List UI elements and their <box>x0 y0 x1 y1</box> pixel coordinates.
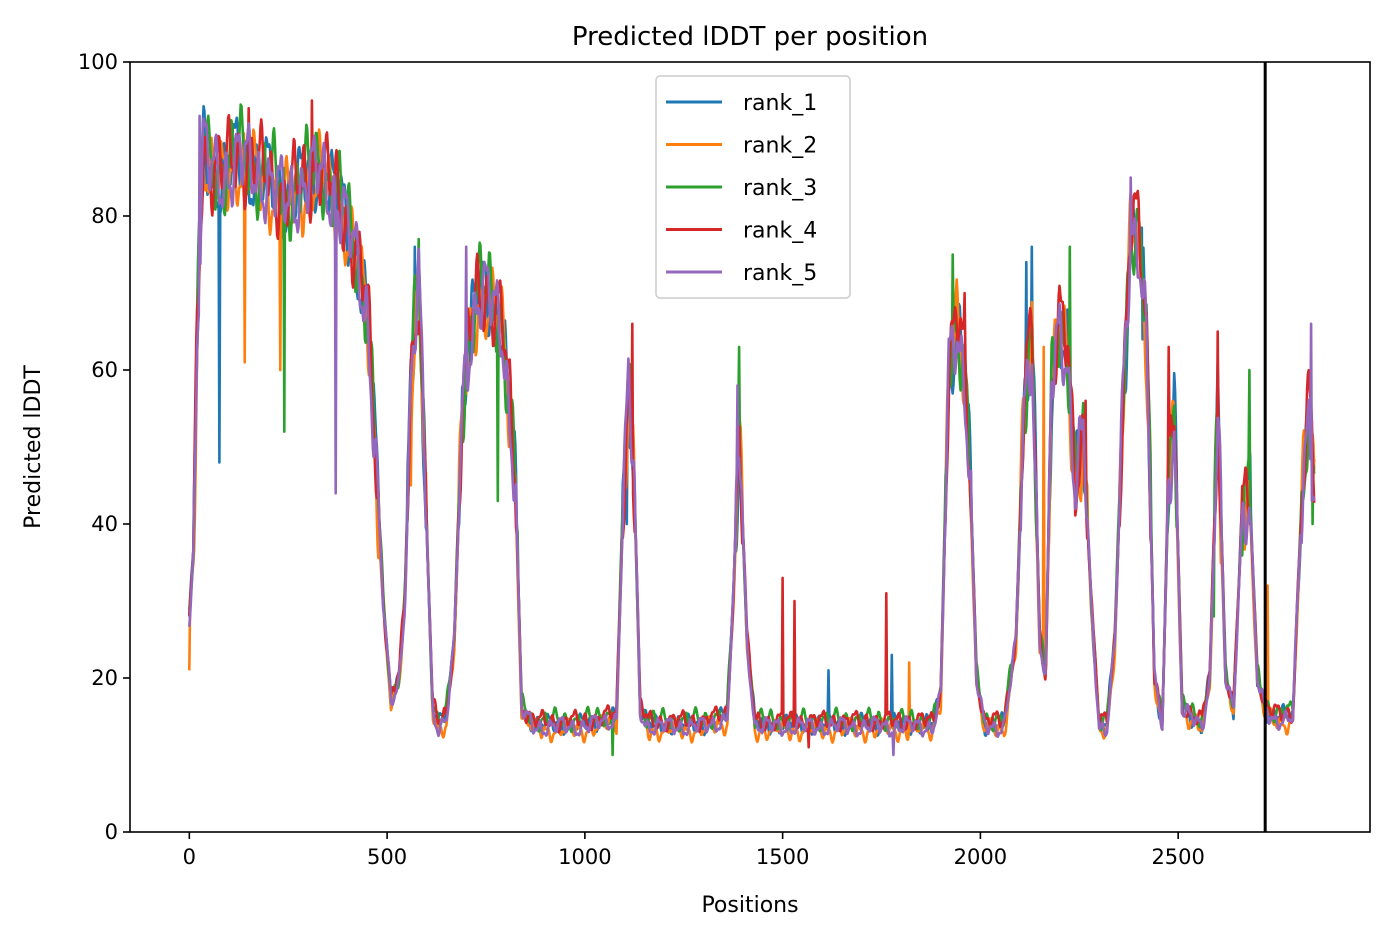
x-tick-label: 500 <box>367 845 407 869</box>
x-tick-label: 1500 <box>756 845 809 869</box>
x-tick-label: 1000 <box>558 845 611 869</box>
y-axis-ticks: 0 20 40 60 80 100 <box>78 50 130 844</box>
legend-label-rank-4: rank_4 <box>743 219 817 244</box>
series-layer <box>188 99 1316 757</box>
y-tick-label: 80 <box>91 204 118 228</box>
chart-title: Predicted lDDT per position <box>572 22 928 52</box>
y-tick-label: 40 <box>91 512 118 536</box>
x-axis-ticks: 0 500 1000 1500 2000 2500 <box>183 832 1205 869</box>
legend: rank_1 rank_2 rank_3 rank_4 rank_5 <box>655 75 851 299</box>
x-axis-label: Positions <box>701 893 798 918</box>
legend-label-rank-3: rank_3 <box>743 176 817 201</box>
y-tick-label: 20 <box>91 666 118 690</box>
legend-box <box>655 75 851 299</box>
y-axis-label: Predicted lDDT <box>21 365 46 529</box>
y-tick-label: 0 <box>105 820 118 844</box>
x-tick-label: 0 <box>183 845 196 869</box>
legend-label-rank-2: rank_2 <box>743 134 817 159</box>
x-tick-label: 2500 <box>1151 845 1204 869</box>
y-tick-label: 100 <box>78 50 118 74</box>
x-tick-label: 2000 <box>954 845 1007 869</box>
plot-frame <box>129 61 1371 833</box>
legend-label-rank-1: rank_1 <box>743 91 817 116</box>
legend-label-rank-5: rank_5 <box>743 261 817 286</box>
y-tick-label: 60 <box>91 358 118 382</box>
series-line-rank-5 <box>188 114 1316 757</box>
